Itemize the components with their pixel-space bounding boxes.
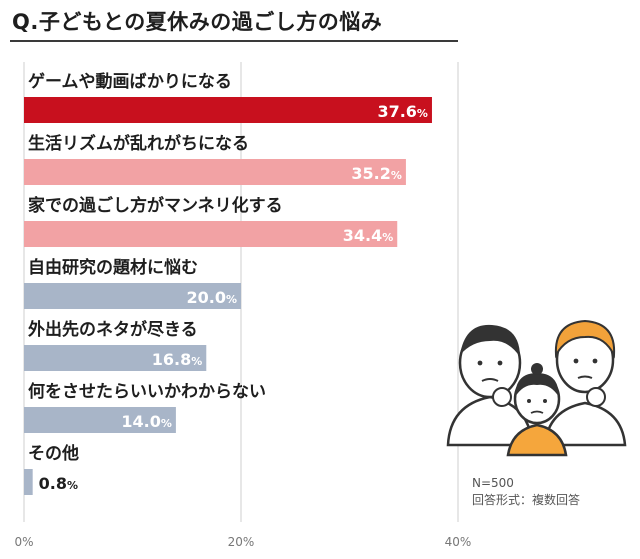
category-label: 家での過ごし方がマンネリ化する xyxy=(28,195,283,216)
survey-note: N=500 回答形式：複数回答 xyxy=(472,475,580,509)
bar xyxy=(24,407,176,433)
title-underline xyxy=(10,40,458,42)
adult-figure-right xyxy=(543,319,627,447)
chart-title: Q.子どもとの夏休みの過ごし方の悩み xyxy=(12,10,383,34)
x-tick-label: 0% xyxy=(14,535,33,549)
bar xyxy=(24,469,33,495)
answer-format-label: 回答形式：複数回答 xyxy=(472,493,581,507)
family-illustration xyxy=(446,319,627,457)
category-label: 外出先のネタが尽きる xyxy=(28,319,198,340)
value-label: 20.0% xyxy=(186,288,237,307)
bar xyxy=(24,345,207,371)
category-label: 自由研究の題材に悩む xyxy=(28,257,198,278)
x-tick-label: 40% xyxy=(445,535,472,549)
bar xyxy=(24,159,406,185)
value-label: 0.8% xyxy=(39,474,78,493)
child-figure xyxy=(506,363,568,457)
value-label: 34.4% xyxy=(343,226,394,245)
category-label: 何をさせたらいいかわからない xyxy=(28,381,266,402)
adult-figure-left xyxy=(446,324,534,447)
value-label: 16.8% xyxy=(152,350,203,369)
x-tick-label: 20% xyxy=(228,535,255,549)
category-label: 生活リズムが乱れがちになる xyxy=(28,133,249,154)
value-label: 37.6% xyxy=(377,102,428,121)
bar xyxy=(24,221,398,247)
value-label: 14.0% xyxy=(121,412,172,431)
value-label: 35.2% xyxy=(351,164,402,183)
category-label: その他 xyxy=(28,443,79,464)
category-label: ゲームや動画ばかりになる xyxy=(28,71,232,92)
bar xyxy=(24,283,241,309)
sample-size-label: N=500 xyxy=(472,476,514,490)
bar xyxy=(24,97,432,123)
